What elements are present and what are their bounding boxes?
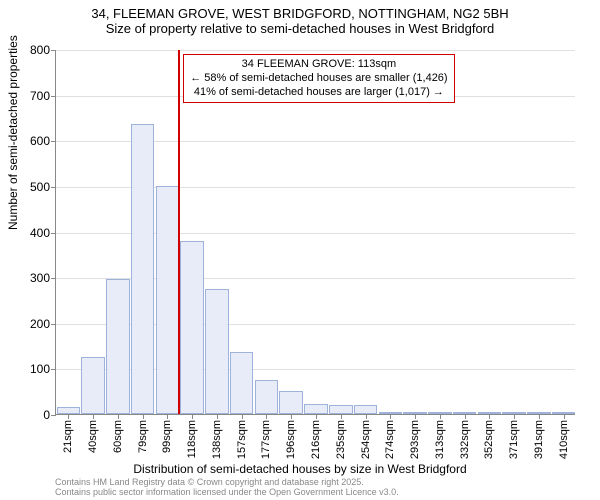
histogram-bar (354, 405, 378, 414)
xtick-label: 118sqm (186, 420, 198, 458)
xtick-label: 216sqm (310, 420, 322, 459)
ytick-mark (51, 415, 56, 416)
xtick-mark (93, 414, 94, 419)
ytick-mark (51, 50, 56, 51)
ytick-label: 600 (30, 134, 50, 148)
ytick-label: 500 (30, 180, 50, 194)
xtick-label: 274sqm (384, 420, 396, 459)
histogram-bar (329, 405, 353, 414)
xtick-mark (341, 414, 342, 419)
xtick-label: 371sqm (508, 420, 520, 459)
xtick-label: 40sqm (87, 420, 99, 453)
footer-attribution: Contains HM Land Registry data © Crown c… (55, 478, 399, 498)
ytick-label: 100 (30, 362, 50, 376)
footer-line2: Contains public sector information licen… (55, 488, 399, 498)
xtick-label: 410sqm (558, 420, 570, 459)
xtick-label: 196sqm (285, 420, 297, 459)
annotation-box: 34 FLEEMAN GROVE: 113sqm← 58% of semi-de… (183, 54, 454, 103)
x-axis-label: Distribution of semi-detached houses by … (0, 462, 600, 476)
ytick-label: 300 (30, 271, 50, 285)
xtick-label: 60sqm (112, 420, 124, 453)
annotation-line3: 41% of semi-detached houses are larger (… (190, 86, 447, 100)
ytick-mark (51, 233, 56, 234)
xtick-label: 21sqm (62, 420, 74, 453)
page-subtitle: Size of property relative to semi-detach… (0, 21, 600, 36)
xtick-mark (489, 414, 490, 419)
histogram-bar (205, 289, 229, 414)
histogram-bar (156, 186, 180, 414)
xtick-label: 99sqm (161, 420, 173, 453)
ytick-label: 200 (30, 317, 50, 331)
histogram-bar (57, 407, 81, 414)
xtick-label: 138sqm (211, 420, 223, 459)
xtick-mark (167, 414, 168, 419)
xtick-label: 235sqm (335, 420, 347, 459)
y-axis-label: Number of semi-detached properties (6, 35, 20, 230)
histogram-bar (255, 380, 279, 414)
xtick-label: 332sqm (459, 420, 471, 459)
xtick-mark (465, 414, 466, 419)
xtick-mark (415, 414, 416, 419)
xtick-mark (217, 414, 218, 419)
xtick-label: 293sqm (409, 420, 421, 459)
histogram-bar (230, 352, 254, 414)
xtick-label: 254sqm (360, 420, 372, 459)
ytick-mark (51, 187, 56, 188)
histogram-bar (131, 124, 155, 414)
xtick-mark (266, 414, 267, 419)
xtick-mark (192, 414, 193, 419)
ytick-label: 700 (30, 89, 50, 103)
chart-area: 010020030040050060070080021sqm40sqm60sqm… (55, 50, 575, 415)
ytick-mark (51, 324, 56, 325)
annotation-line1: 34 FLEEMAN GROVE: 113sqm (190, 58, 447, 72)
xtick-mark (68, 414, 69, 419)
page-title-address: 34, FLEEMAN GROVE, WEST BRIDGFORD, NOTTI… (0, 6, 600, 21)
xtick-label: 313sqm (434, 420, 446, 459)
ytick-label: 800 (30, 43, 50, 57)
ytick-label: 400 (30, 226, 50, 240)
ytick-mark (51, 278, 56, 279)
xtick-mark (440, 414, 441, 419)
ytick-mark (51, 141, 56, 142)
xtick-label: 157sqm (236, 420, 248, 459)
histogram-bar (279, 391, 303, 414)
xtick-label: 391sqm (533, 420, 545, 459)
annotation-line2: ← 58% of semi-detached houses are smalle… (190, 72, 447, 86)
reference-line (178, 50, 180, 414)
xtick-mark (366, 414, 367, 419)
xtick-label: 352sqm (483, 420, 495, 459)
xtick-mark (390, 414, 391, 419)
xtick-mark (564, 414, 565, 419)
xtick-mark (242, 414, 243, 419)
xtick-mark (143, 414, 144, 419)
ytick-mark (51, 96, 56, 97)
xtick-mark (539, 414, 540, 419)
xtick-mark (118, 414, 119, 419)
histogram-bar (81, 357, 105, 414)
ytick-mark (51, 369, 56, 370)
histogram-bar (304, 404, 328, 414)
xtick-label: 79sqm (137, 420, 149, 453)
xtick-mark (514, 414, 515, 419)
xtick-mark (291, 414, 292, 419)
xtick-mark (316, 414, 317, 419)
histogram-plot: 010020030040050060070080021sqm40sqm60sqm… (55, 50, 575, 415)
histogram-bar (106, 279, 130, 414)
gridline (56, 50, 575, 51)
ytick-label: 0 (43, 408, 50, 422)
xtick-label: 177sqm (260, 420, 272, 459)
histogram-bar (180, 241, 204, 414)
